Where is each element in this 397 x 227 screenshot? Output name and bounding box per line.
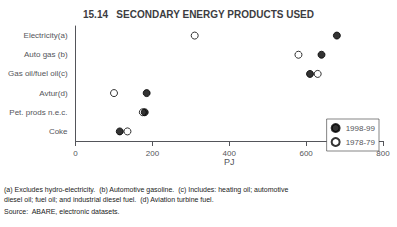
svg-text:15.14 SECONDARY ENERGY PRODU: 15.14 SECONDARY ENERGY PRODUCTS USED — [83, 9, 314, 20]
svg-text:Avtur(d): Avtur(d) — [39, 89, 68, 98]
svg-text:1998-99: 1998-99 — [346, 124, 376, 133]
svg-text:Coke: Coke — [49, 127, 68, 136]
svg-text:Gas oil/fuel oil(c): Gas oil/fuel oil(c) — [8, 69, 68, 78]
svg-text:Source: ABARE, electronic dat: Source: ABARE, electronic datasets. — [4, 208, 120, 215]
svg-text:800: 800 — [376, 148, 390, 158]
svg-text:PJ: PJ — [224, 157, 235, 167]
svg-text:0: 0 — [73, 149, 78, 158]
svg-text:Pet. prods n.e.c.: Pet. prods n.e.c. — [9, 108, 67, 117]
svg-text:diesel oil; fuel oil; and indu: diesel oil; fuel oil; and industrial die… — [4, 196, 214, 204]
svg-text:(a) Excludes hydro-electricity: (a) Excludes hydro-electricity. (b) Auto… — [4, 186, 288, 194]
svg-text:Auto gas (b): Auto gas (b) — [24, 50, 68, 59]
svg-text:600: 600 — [299, 149, 313, 158]
svg-text:Electricity(a): Electricity(a) — [24, 31, 68, 40]
svg-text:400: 400 — [223, 149, 237, 158]
svg-text:200: 200 — [146, 149, 160, 158]
svg-text:1978-79: 1978-79 — [346, 138, 376, 147]
